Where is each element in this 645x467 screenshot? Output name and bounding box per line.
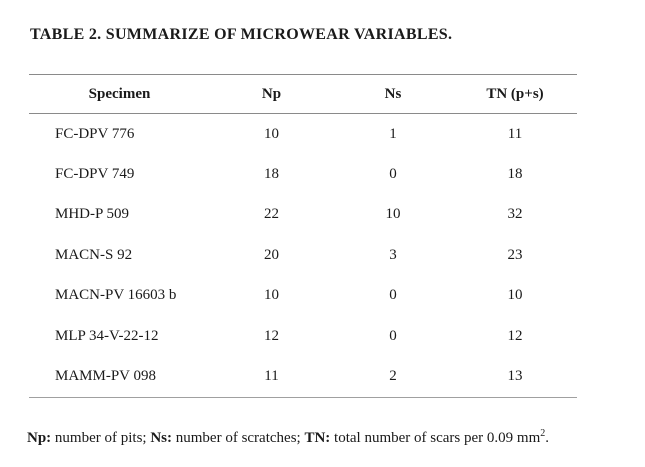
table-row: FC-DPV 749 18 0 18 xyxy=(29,154,577,195)
cell-specimen: MAMM-PV 098 xyxy=(55,368,156,384)
table-row: MAMM-PV 098 11 2 13 xyxy=(29,357,577,398)
cell-ns: 1 xyxy=(389,125,397,142)
footnote-segment: 2 xyxy=(540,428,546,439)
cell-tn: 13 xyxy=(507,368,523,384)
cell-ns: 2 xyxy=(389,368,397,384)
cell-np: 10 xyxy=(264,287,279,304)
cell-ns: 0 xyxy=(389,287,397,304)
table-row: MACN-S 92 20 3 23 xyxy=(29,235,577,276)
cell-np: 12 xyxy=(264,327,279,344)
microwear-table-container: Specimen Np Ns TN (p+s) FC-DPV 776 10 1 … xyxy=(29,74,577,398)
table-row: MHD-P 509 22 10 32 xyxy=(29,195,577,236)
cell-tn: 32 xyxy=(507,206,523,223)
cell-tn: 12 xyxy=(507,327,523,344)
cell-ns: 0 xyxy=(389,165,397,182)
cell-specimen: MACN-S 92 xyxy=(55,246,133,263)
cell-specimen: FC-DPV 776 xyxy=(55,125,135,142)
table-body: FC-DPV 776 10 1 11 FC-DPV 749 18 0 18 MH… xyxy=(29,114,577,398)
table-row: MACN-PV 16603 b 10 0 10 xyxy=(29,276,577,317)
cell-specimen: MHD-P 509 xyxy=(55,206,130,223)
footnote-segment: Ns: xyxy=(150,430,172,446)
cell-ns: 3 xyxy=(389,246,397,263)
column-header-tn: TN (p+s) xyxy=(453,74,577,114)
footnote-segment: number of pits; xyxy=(51,430,151,446)
footnote-segment: Np: xyxy=(27,430,52,446)
cell-np: 20 xyxy=(264,246,279,263)
column-header-specimen: Specimen xyxy=(29,74,210,114)
microwear-table: Specimen Np Ns TN (p+s) FC-DPV 776 10 1 … xyxy=(29,74,577,398)
table-title: TABLE 2. SUMMARIZE OF MICROWEAR VARIABLE… xyxy=(30,26,453,43)
cell-specimen: MACN-PV 16603 b xyxy=(55,287,177,304)
cell-tn: 23 xyxy=(507,246,523,263)
footnote-segment: . xyxy=(545,430,549,446)
table-row: FC-DPV 776 10 1 11 xyxy=(29,114,577,155)
cell-tn: 11 xyxy=(507,125,523,142)
cell-np: 22 xyxy=(264,206,279,223)
column-header-ns: Ns xyxy=(333,74,453,114)
cell-np: 10 xyxy=(264,125,279,142)
footnote-segment: total number of scars per 0.09 mm xyxy=(330,430,541,446)
footnote-segment: number of scratches; xyxy=(172,430,305,446)
cell-tn: 10 xyxy=(507,287,523,304)
cell-ns: 10 xyxy=(385,206,401,223)
cell-np: 18 xyxy=(264,165,279,182)
footnote-segment: TN: xyxy=(304,430,331,446)
header-row: Specimen Np Ns TN (p+s) xyxy=(29,74,577,114)
cell-np: 11 xyxy=(264,368,279,384)
cell-specimen: MLP 34-V-22-12 xyxy=(55,327,159,344)
table-header: Specimen Np Ns TN (p+s) xyxy=(29,74,577,114)
cell-specimen: FC-DPV 749 xyxy=(55,165,135,182)
cell-ns: 0 xyxy=(389,327,397,344)
column-header-np: Np xyxy=(210,74,333,114)
table-row: MLP 34-V-22-12 12 0 12 xyxy=(29,316,577,357)
cell-tn: 18 xyxy=(507,165,523,182)
footnote: Np: number of pits; Ns: number of scratc… xyxy=(27,428,549,447)
